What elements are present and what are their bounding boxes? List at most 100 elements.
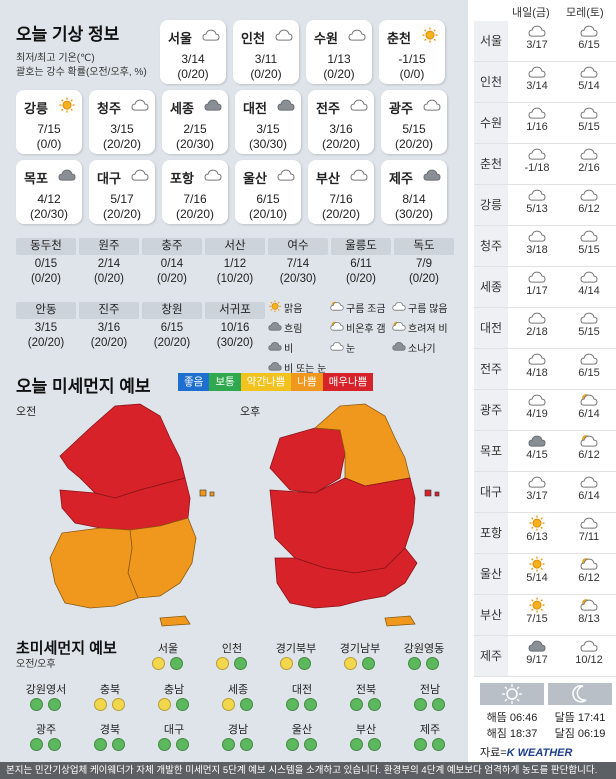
ultrafine-dots — [350, 738, 381, 751]
card-city: 청주 — [97, 101, 121, 116]
forecast-city: 춘천 — [474, 144, 508, 184]
day2-temp: 6/12 — [578, 203, 600, 215]
day1-temp: 4/15 — [526, 449, 548, 461]
am-level-dot — [414, 738, 427, 751]
small-city-name: 울릉도 — [331, 238, 391, 255]
forecast-city: 전주 — [474, 349, 508, 389]
partly-icon — [330, 300, 344, 316]
cloudy-icon — [580, 23, 598, 39]
dust-scale-item: 보통 — [209, 373, 241, 391]
day1-cell: 5/14 — [511, 556, 563, 584]
ultrafine-region-name: 대전 — [291, 684, 313, 696]
city-card: 서울 3/14 (0/20) — [160, 20, 226, 84]
ultrafine-region-name: 광주 — [35, 724, 57, 736]
forecast-city: 세종 — [474, 267, 508, 307]
card-pop: (0/20) — [250, 67, 282, 81]
small-city: 동두천 0/15 (0/20) — [16, 238, 76, 287]
cloudy-icon — [330, 340, 344, 356]
card-temp: 1/13 — [327, 52, 351, 66]
dust-title: 오늘 미세먼지 예보 — [16, 377, 151, 396]
small-city-pop: (30/20) — [216, 337, 254, 349]
small-city-temp: 7/14 — [286, 258, 310, 270]
ultrafine-dots — [222, 698, 253, 711]
forecast-row: 춘천 -1/18 2/16 — [474, 144, 616, 185]
ultrafine-region-name: 경기북부 — [275, 643, 317, 655]
forecast-city: 인천 — [474, 62, 508, 102]
day1-temp: 7/15 — [526, 613, 548, 625]
day1-cell: 1/16 — [511, 105, 563, 133]
weather-legend-item: 비 — [268, 340, 293, 356]
city-card: 포항 7/16 (20/20) — [162, 160, 228, 224]
day1-temp: 3/17 — [526, 39, 548, 51]
card-temp: 3/16 — [329, 122, 353, 136]
forecast-row: 목포 4/15 6/12 — [474, 431, 616, 472]
dust-scale-item: 나쁨 — [291, 373, 323, 391]
sunny-icon — [268, 300, 282, 316]
am-level-dot — [344, 657, 357, 670]
sun-icon — [502, 684, 522, 704]
footer-note: 본지는 민간기상업체 케이웨더가 자체 개발한 미세먼지 5단계 예보 시스템을… — [0, 762, 616, 779]
card-city: 대구 — [97, 171, 121, 186]
forecast-row: 부산 7/15 8/13 — [474, 595, 616, 636]
forecast-row: 청주 3/18 5/15 — [474, 226, 616, 267]
ultrafine-dots — [414, 738, 445, 751]
card-city: 부산 — [316, 171, 340, 186]
card-city: 울산 — [243, 171, 267, 186]
card-temp: 7/15 — [37, 122, 61, 136]
pm-level-dot — [432, 738, 445, 751]
ultrafine-sub: 오전/오후 — [16, 659, 56, 670]
card-pop: (20/20) — [321, 207, 361, 221]
day1-temp: 3/17 — [526, 490, 548, 502]
day2-header: 모레(토) — [566, 7, 604, 19]
small-city-pop: (0/20) — [93, 273, 125, 285]
card-pop: (0/20) — [177, 67, 209, 81]
ultrafine-dots — [408, 657, 439, 670]
overcast-icon — [528, 638, 546, 654]
card-pop: (20/20) — [102, 137, 142, 151]
small-city-name: 여수 — [268, 238, 328, 255]
day2-temp: 8/13 — [578, 613, 600, 625]
cloudy-icon — [392, 300, 406, 316]
ultrafine-dots — [350, 698, 381, 711]
dust-scale-item: 좋음 — [178, 373, 210, 391]
am-map-southeast — [127, 517, 197, 599]
weather-legend-label: 흐려져 비 — [408, 324, 448, 336]
small-city: 원주 2/14 (0/20) — [79, 238, 139, 287]
pm-map-gangwon — [314, 403, 411, 487]
cloudy-icon — [580, 351, 598, 367]
ultrafine-dots — [94, 738, 125, 751]
sunny-icon — [528, 556, 546, 572]
small-city-temp: 3/16 — [97, 322, 121, 334]
day2-cell: 5/15 — [563, 228, 615, 256]
day2-temp: 5/15 — [578, 121, 600, 133]
forecast-city: 목포 — [474, 431, 508, 471]
pm-level-dot — [176, 698, 189, 711]
moonset: 달짐 06:19 — [554, 728, 606, 740]
pm-level-dot — [234, 657, 247, 670]
pm-level-dot — [368, 698, 381, 711]
forecast-row: 대구 3/17 6/14 — [474, 472, 616, 513]
small-city-temp: 6/11 — [350, 258, 372, 270]
pm-level-dot — [240, 738, 253, 751]
day1-cell: 6/13 — [511, 515, 563, 543]
pm-label: 오후 — [240, 406, 261, 418]
ultrafine-region-name: 경기남부 — [339, 643, 381, 655]
forecast-row: 광주 4/19 6/14 — [474, 390, 616, 431]
weather-legend-item: 소나기 — [392, 340, 436, 356]
ultrafine-dots — [414, 698, 445, 711]
cloudy-icon — [350, 97, 368, 113]
overcast-icon — [528, 433, 546, 449]
ultrafine-region-name: 부산 — [355, 724, 377, 736]
small-city: 충주 0/14 (0/20) — [142, 238, 202, 287]
day1-temp: 2/18 — [526, 326, 548, 338]
day1-cell: 1/17 — [511, 269, 563, 297]
card-temp: 3/14 — [181, 52, 205, 66]
today-title: 오늘 기상 정보 — [16, 25, 120, 44]
day2-cell: 5/15 — [563, 310, 615, 338]
cloudy-icon — [350, 167, 368, 183]
small-city-name: 서산 — [205, 238, 265, 255]
card-pop: (20/20) — [102, 207, 142, 221]
city-card: 목포 4/12 (20/30) — [16, 160, 82, 224]
pm-level-dot — [432, 698, 445, 711]
partly-icon — [392, 320, 406, 336]
